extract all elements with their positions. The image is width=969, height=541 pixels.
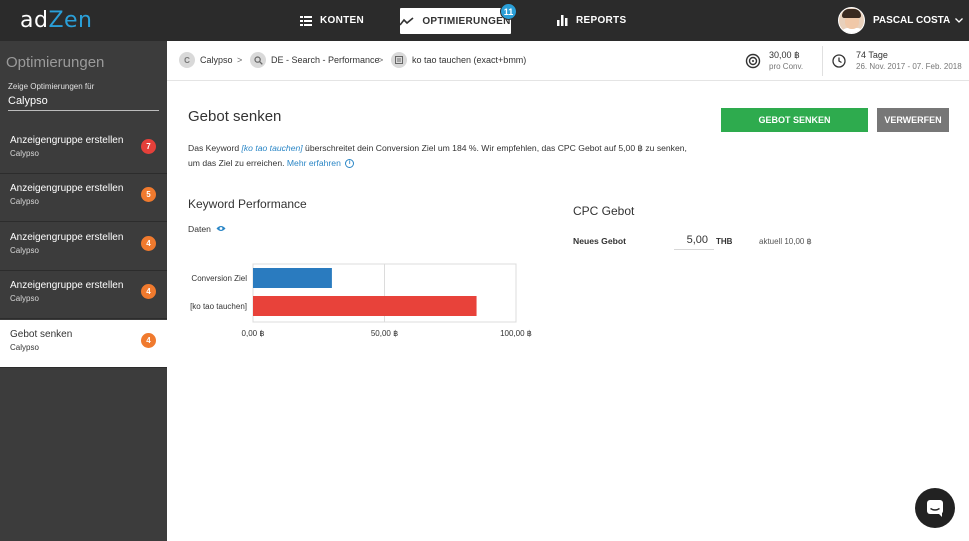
nav-optimierungen-label: OPTIMIERUNGEN xyxy=(422,15,511,27)
cpc-value: 30,00 ฿ xyxy=(769,50,800,60)
mehr-erfahren-link[interactable]: Mehr erfahren xyxy=(286,158,341,168)
verwerfen-button[interactable]: VERWERFEN xyxy=(877,108,949,132)
nav-konten-label: KONTEN xyxy=(320,15,365,26)
top-bar: adZen KONTEN OPTIMIERUNGEN 11 REPORTS PA… xyxy=(0,0,969,41)
cpc-label: pro Conv. xyxy=(769,62,804,71)
new-bid-input[interactable] xyxy=(674,231,714,250)
nav-reports[interactable]: REPORTS xyxy=(557,0,626,41)
sidebar-item-sub: Calypso xyxy=(10,246,39,255)
x-tick-label: 100,00 ฿ xyxy=(500,329,532,338)
sidebar-item[interactable]: Anzeigengruppe erstellen Calypso 4 xyxy=(0,271,167,319)
category-label: Conversion Ziel xyxy=(191,274,247,283)
count-badge: 5 xyxy=(141,187,156,202)
gebot-senken-button[interactable]: GEBOT SENKEN xyxy=(721,108,868,132)
count-badge: 4 xyxy=(141,333,156,348)
sidebar-item[interactable]: Anzeigengruppe erstellen Calypso 4 xyxy=(0,223,167,271)
x-tick-label: 0,00 ฿ xyxy=(242,329,265,338)
bar xyxy=(253,296,477,316)
count-badge: 4 xyxy=(141,284,156,299)
sidebar-item-sub: Calypso xyxy=(10,197,39,206)
breadcrumb-keyword[interactable]: ko tao tauchen (exact+bmm) xyxy=(391,52,526,68)
account-icon: C xyxy=(179,52,195,68)
nav-reports-label: REPORTS xyxy=(576,15,627,26)
sidebar-item-title: Anzeigengruppe erstellen xyxy=(10,135,124,146)
sidebar-subtitle: Zeige Optimierungen für xyxy=(8,82,95,91)
page-title: Gebot senken xyxy=(188,108,282,125)
chat-icon xyxy=(925,498,945,518)
chevron-down-icon xyxy=(955,18,964,23)
sidebar: Optimierungen Zeige Optimierungen für Ca… xyxy=(0,41,167,541)
user-name: PASCAL COSTA xyxy=(873,15,951,26)
x-tick-label: 50,00 ฿ xyxy=(371,329,398,338)
sidebar-item[interactable]: Anzeigengruppe erstellen Calypso 7 xyxy=(0,126,167,174)
grid-list-icon xyxy=(300,15,312,26)
current-bid: aktuell 10,00 ฿ xyxy=(759,237,812,246)
sidebar-item-sub: Calypso xyxy=(10,343,39,352)
sidebar-item-active[interactable]: Gebot senken Calypso 4 xyxy=(0,320,167,368)
count-badge: 4 xyxy=(141,236,156,251)
date-range-label: 26. Nov. 2017 - 07. Feb. 2018 xyxy=(856,62,962,71)
avatar xyxy=(838,7,865,34)
breadcrumb-campaign[interactable]: DE - Search - Performance xyxy=(250,52,380,68)
clock-icon xyxy=(832,54,846,68)
keyword-performance-chart: 0,00 ฿ 50,00 ฿ 100,00 ฿ Conversion Ziel [ko … xyxy=(190,263,532,338)
breadcrumb-keyword-label: ko tao tauchen (exact+bmm) xyxy=(412,55,527,65)
bar-chart-icon xyxy=(557,15,568,26)
daten-toggle[interactable]: Daten xyxy=(188,224,226,234)
neues-gebot-label: Neues Gebot xyxy=(573,236,627,246)
cpc-per-conversion: 30,00 ฿ pro Conv. xyxy=(745,41,803,81)
sidebar-item-sub: Calypso xyxy=(10,149,39,158)
cpc-gebot-title: CPC Gebot xyxy=(573,204,635,218)
nav-konten[interactable]: KONTEN xyxy=(300,0,364,41)
breadcrumb-account[interactable]: C Calypso xyxy=(179,52,233,68)
keyword-performance-title: Keyword Performance xyxy=(188,197,307,211)
user-menu[interactable]: PASCAL COSTA xyxy=(838,7,964,34)
breadcrumb: C Calypso > DE - Search - Performance > … xyxy=(167,41,969,81)
keyword-icon xyxy=(391,52,407,68)
sidebar-item[interactable]: Anzeigengruppe erstellen Calypso 5 xyxy=(0,174,167,222)
eye-icon[interactable] xyxy=(216,224,226,234)
daten-label: Daten xyxy=(188,224,211,234)
date-days: 74 Tage xyxy=(856,50,888,60)
target-icon xyxy=(745,53,761,69)
date-range[interactable]: 74 Tage 26. Nov. 2017 - 07. Feb. 2018 xyxy=(832,41,962,81)
breadcrumb-separator: > xyxy=(378,55,384,65)
breadcrumb-separator: > xyxy=(237,55,243,65)
account-select[interactable]: Calypso xyxy=(8,95,159,111)
bar xyxy=(253,268,332,288)
recommendation-text: Das Keyword [ko tao tauchen] überschreit… xyxy=(188,143,687,169)
breadcrumb-account-label: Calypso xyxy=(200,55,233,65)
search-icon xyxy=(250,52,266,68)
keyword-link[interactable]: [ko tao tauchen] xyxy=(241,143,303,153)
app-logo[interactable]: adZen xyxy=(20,8,93,33)
breadcrumb-campaign-label: DE - Search - Performance xyxy=(271,55,380,65)
sidebar-item-title: Anzeigengruppe erstellen xyxy=(10,232,124,243)
info-icon[interactable]: i xyxy=(345,159,355,169)
sidebar-item-sub: Calypso xyxy=(10,294,39,303)
trend-line-icon xyxy=(400,16,414,26)
currency-unit: THB xyxy=(716,237,733,246)
sidebar-item-title: Anzeigengruppe erstellen xyxy=(10,183,124,194)
chat-button[interactable] xyxy=(915,488,955,528)
count-badge: 7 xyxy=(141,139,156,154)
sidebar-item-title: Gebot senken xyxy=(10,329,73,340)
category-label: [ko tao tauchen] xyxy=(190,302,247,311)
optimierungen-count-badge: 11 xyxy=(500,3,517,20)
sidebar-item-title: Anzeigengruppe erstellen xyxy=(10,280,124,291)
nav-optimierungen[interactable]: OPTIMIERUNGEN xyxy=(400,8,511,34)
divider xyxy=(822,46,823,76)
sidebar-title: Optimierungen xyxy=(6,54,105,71)
